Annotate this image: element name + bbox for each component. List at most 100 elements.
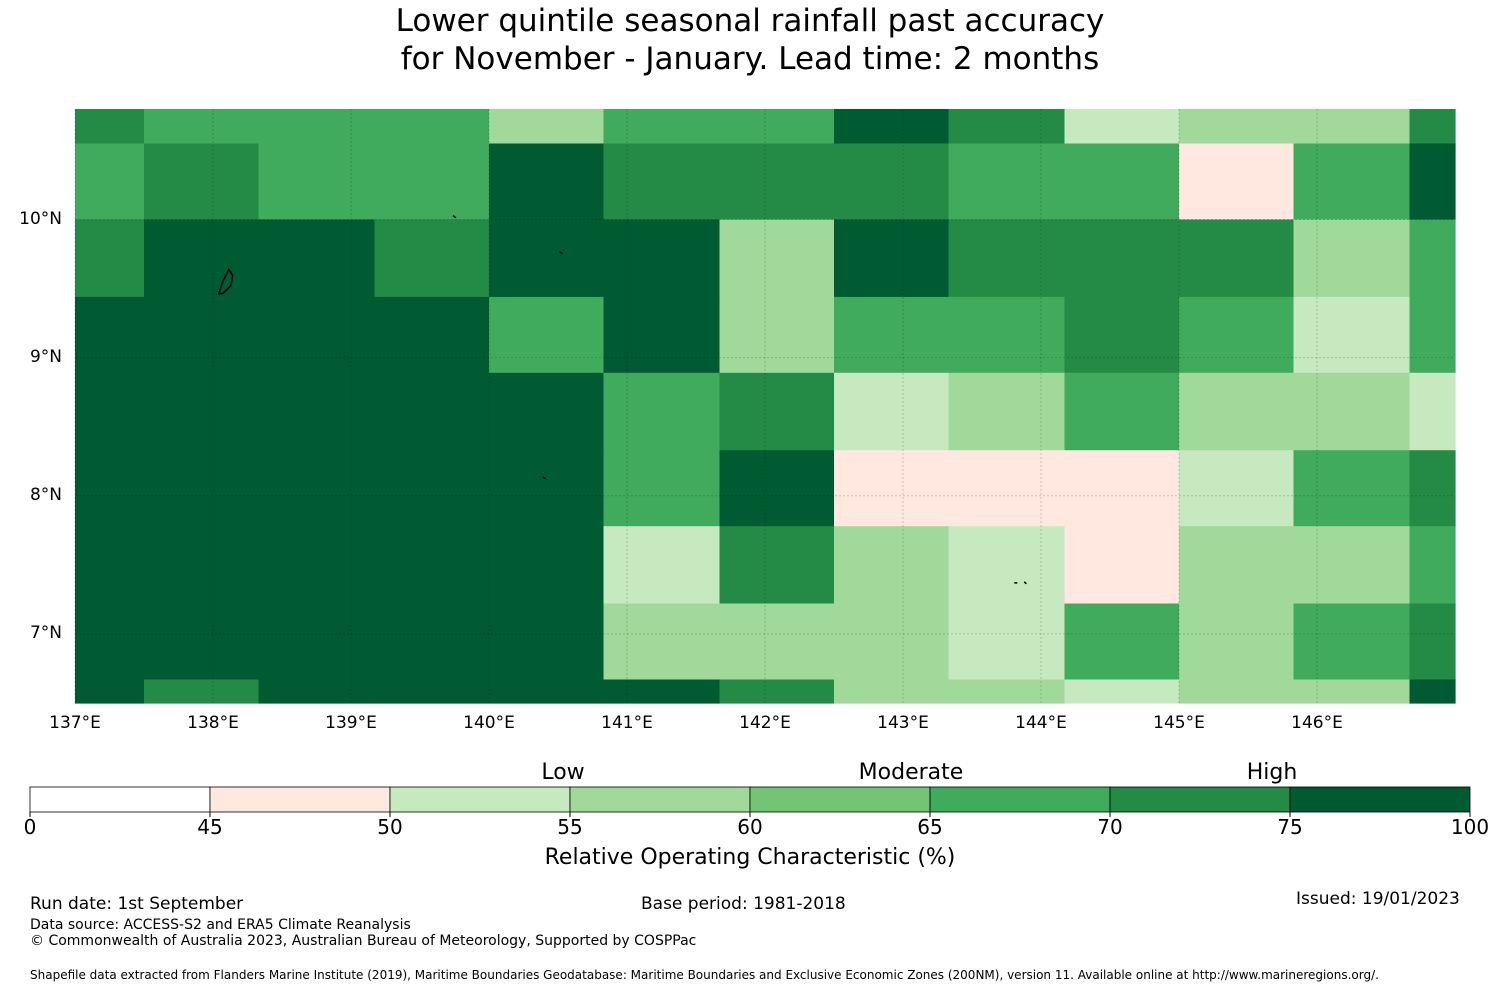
- grid-cell: [834, 526, 950, 605]
- colorbar-tick-label: 70: [1097, 815, 1123, 839]
- lon-tick-label: 142°E: [739, 713, 791, 733]
- grid-cell: [603, 372, 720, 451]
- run-date: Run date: 1st September: [30, 894, 244, 914]
- grid-cell: [1409, 679, 1456, 704]
- lon-tick-label: 145°E: [1153, 713, 1205, 733]
- grid-cell: [834, 109, 950, 145]
- colorbar-tick-label: 60: [737, 815, 763, 839]
- grid-cell: [1064, 109, 1180, 145]
- lon-tick-label: 141°E: [601, 713, 653, 733]
- grid-cell: [489, 219, 605, 298]
- grid-cell: [489, 450, 605, 527]
- grid-cell: [1409, 526, 1456, 605]
- grid-cell: [374, 143, 490, 221]
- grid-cell: [603, 603, 720, 681]
- grid-cell: [1179, 450, 1295, 527]
- grid-cell: [603, 219, 720, 298]
- grid-cell: [1064, 450, 1180, 527]
- grid-cell: [1179, 219, 1295, 298]
- grid-cell: [834, 296, 950, 374]
- colorbar-segment: [929, 786, 1111, 813]
- grid-cell: [834, 450, 950, 527]
- grid-cell: [719, 450, 835, 527]
- grid-cell: [719, 109, 835, 145]
- grid-cell: [1293, 450, 1410, 527]
- colorbar-tick-label: 45: [197, 815, 223, 839]
- page-title: Lower quintile seasonal rainfall past ac…: [0, 2, 1500, 78]
- grid-cell: [1293, 679, 1410, 704]
- colorbar-title: Relative Operating Characteristic (%): [544, 845, 956, 870]
- grid-cell: [719, 603, 835, 681]
- grid-cell: [1409, 109, 1456, 145]
- grid-cell: [144, 679, 260, 704]
- grid-cell: [374, 679, 490, 704]
- grid-cell: [1179, 296, 1295, 374]
- grid-cell: [1064, 143, 1180, 221]
- grid-cell: [75, 372, 145, 451]
- lon-tick-label: 144°E: [1015, 713, 1067, 733]
- grid-cell: [489, 679, 605, 704]
- colorbar-tick-label: 100: [1450, 815, 1490, 839]
- grid-cell: [1293, 603, 1410, 681]
- grid-cell: [1064, 603, 1180, 681]
- grid-cell: [489, 526, 605, 605]
- grid-cell: [1179, 603, 1295, 681]
- copyright: © Commonwealth of Australia 2023, Austra…: [30, 933, 697, 949]
- lat-tick-label: 7°N: [29, 622, 62, 643]
- grid-cell: [1409, 372, 1456, 451]
- grid-cell: [144, 603, 260, 681]
- shapefile-credit: Shapefile data extracted from Flanders M…: [30, 968, 1379, 982]
- grid-cell: [144, 296, 260, 374]
- grid-cell: [75, 219, 145, 298]
- grid-cell: [258, 603, 375, 681]
- colorbar-category-low: Low: [541, 760, 585, 785]
- grid-cell: [1293, 296, 1410, 374]
- grid-cell: [75, 109, 145, 145]
- grid-cell: [1179, 679, 1295, 704]
- title-line-1: Lower quintile seasonal rainfall past ac…: [395, 3, 1105, 39]
- grid-cell: [603, 143, 720, 221]
- grid-cell: [1064, 526, 1180, 605]
- lon-tick-label: 143°E: [877, 713, 929, 733]
- grid-cell: [834, 603, 950, 681]
- grid-cell: [258, 372, 375, 451]
- colorbar-segment: [1289, 786, 1471, 813]
- grid-cell: [374, 296, 490, 374]
- grid-cell: [374, 372, 490, 451]
- grid-cell: [834, 679, 950, 704]
- lon-tick-label: 140°E: [463, 713, 515, 733]
- grid-cell: [834, 219, 950, 298]
- colorbar-segment: [749, 786, 931, 813]
- grid-cell: [75, 679, 145, 704]
- title-line-2: for November - January. Lead time: 2 mon…: [400, 41, 1100, 77]
- colorbar-category-high: High: [1246, 760, 1298, 785]
- grid-cell: [75, 450, 145, 527]
- colorbar-tick-label: 0: [23, 815, 37, 839]
- grid-cell: [75, 143, 145, 221]
- grid-cell: [1293, 143, 1410, 221]
- colorbar-segment: [389, 786, 571, 813]
- grid-cell: [1179, 526, 1295, 605]
- grid-cell: [1179, 372, 1295, 451]
- lon-tick-label: 138°E: [187, 713, 239, 733]
- grid-cell: [144, 219, 260, 298]
- grid-cell: [144, 526, 260, 605]
- colorbar-tick-label: 75: [1277, 815, 1303, 839]
- grid-cell: [1409, 296, 1456, 374]
- grid-cell: [719, 526, 835, 605]
- data-source: Data source: ACCESS-S2 and ERA5 Climate …: [30, 917, 411, 933]
- grid-cell: [834, 372, 950, 451]
- grid-cell: [603, 526, 720, 605]
- grid-cell: [948, 296, 1065, 374]
- grid-cell: [374, 219, 490, 298]
- grid-cell: [258, 526, 375, 605]
- grid-cell: [948, 143, 1065, 221]
- grid-cell: [1179, 109, 1295, 145]
- grid-cell: [719, 372, 835, 451]
- grid-cell: [719, 143, 835, 221]
- grid-cell: [603, 450, 720, 527]
- grid-cell: [258, 450, 375, 527]
- colorbar-segment: [569, 786, 751, 813]
- grid-cell: [489, 109, 605, 145]
- grid-cell: [719, 219, 835, 298]
